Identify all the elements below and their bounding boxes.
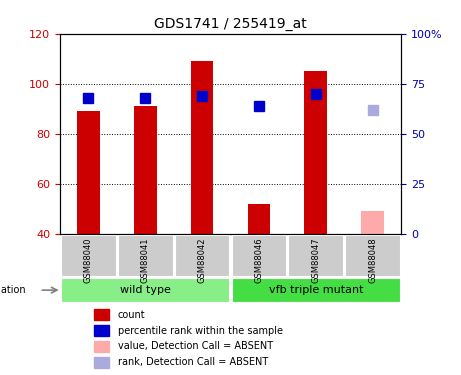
Bar (175, 235, 230, 276)
Bar (304, 71, 327, 234)
Text: percentile rank within the sample: percentile rank within the sample (118, 326, 283, 336)
Bar (94, 309, 109, 320)
Bar (191, 61, 213, 234)
Text: vfb triple mutant: vfb triple mutant (269, 285, 363, 295)
Text: genotype/variation: genotype/variation (0, 285, 26, 295)
Bar (289, 235, 343, 276)
Text: GSM88041: GSM88041 (141, 237, 150, 283)
Text: wild type: wild type (120, 285, 171, 295)
Bar (61, 278, 230, 303)
Title: GDS1741 / 255419_at: GDS1741 / 255419_at (154, 17, 307, 32)
Bar (94, 341, 109, 352)
Text: rank, Detection Call = ABSENT: rank, Detection Call = ABSENT (118, 357, 268, 367)
Text: GSM88042: GSM88042 (198, 237, 207, 283)
Bar (94, 325, 109, 336)
Bar (134, 106, 157, 234)
Text: GSM88046: GSM88046 (254, 237, 263, 283)
Text: GSM88048: GSM88048 (368, 237, 377, 283)
Text: value, Detection Call = ABSENT: value, Detection Call = ABSENT (118, 342, 273, 351)
Bar (61, 235, 116, 276)
Bar (361, 211, 384, 234)
Bar (345, 235, 400, 276)
Bar (118, 235, 172, 276)
Bar (231, 235, 286, 276)
Bar (77, 111, 100, 234)
Text: GSM88040: GSM88040 (84, 237, 93, 283)
Text: GSM88047: GSM88047 (311, 237, 320, 283)
Bar (248, 204, 270, 234)
Bar (94, 357, 109, 368)
Text: count: count (118, 310, 146, 320)
Bar (231, 278, 400, 303)
